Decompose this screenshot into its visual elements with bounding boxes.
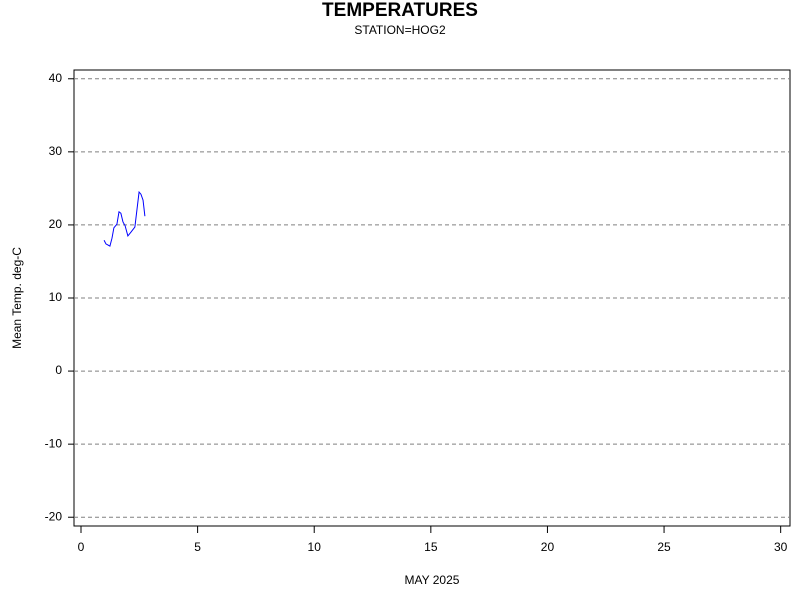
y-tick-label: 10 xyxy=(49,290,63,304)
x-tick-label: 25 xyxy=(657,540,671,554)
y-tick-label: 20 xyxy=(49,217,63,231)
y-tick-label: 40 xyxy=(49,71,63,85)
x-tick-label: 10 xyxy=(308,540,322,554)
y-tick-label: 0 xyxy=(55,363,62,377)
chart-subtitle: STATION=HOG2 xyxy=(354,23,446,37)
chart-title: TEMPERATURES xyxy=(322,0,478,21)
x-tick-label: 5 xyxy=(194,540,201,554)
x-tick-label: 15 xyxy=(424,540,438,554)
x-tick-label: 30 xyxy=(774,540,788,554)
y-tick-label: -10 xyxy=(45,436,63,450)
y-tick-label: 30 xyxy=(49,144,63,158)
y-tick-label: -20 xyxy=(45,509,63,523)
x-tick-label: 20 xyxy=(541,540,555,554)
x-axis-label: MAY 2025 xyxy=(405,573,460,587)
x-tick-label: 0 xyxy=(78,540,85,554)
y-axis-label: Mean Temp. deg-C xyxy=(10,247,24,349)
line-series xyxy=(103,190,146,247)
